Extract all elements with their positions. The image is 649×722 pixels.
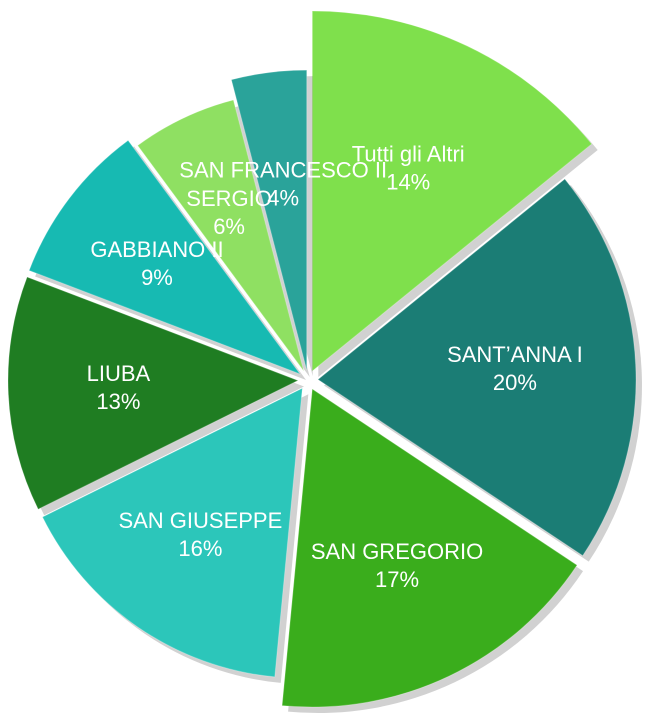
- slice-value: 14%: [386, 169, 430, 194]
- slice: [317, 178, 637, 557]
- slice-label: SAN GREGORIO: [311, 539, 483, 564]
- slice: [136, 99, 305, 372]
- slice-label: LIUBA: [87, 361, 151, 386]
- slice-label: Tutti gli Altri: [352, 141, 465, 166]
- slice-label: GABBIANO II: [90, 237, 223, 262]
- slice-label: SERGIO: [186, 186, 272, 211]
- slice-value: 16%: [178, 536, 222, 561]
- slice: [28, 139, 302, 376]
- slice: [230, 69, 308, 371]
- slice-label: SANT’ANNA I: [447, 342, 583, 367]
- slice: [41, 387, 303, 678]
- slice: [7, 276, 300, 510]
- slice: [311, 10, 593, 373]
- slice: [281, 388, 578, 708]
- slice-label: SAN GIUSEPPE: [118, 508, 282, 533]
- slice-value: 17%: [375, 567, 419, 592]
- slice-value: 20%: [493, 370, 537, 395]
- slice-value: 13%: [96, 389, 140, 414]
- slice-value: 4%: [267, 185, 299, 210]
- slice-value: 9%: [141, 265, 173, 290]
- slice-label: SAN FRANCESCO II: [179, 157, 387, 182]
- slice-value: 6%: [213, 214, 245, 239]
